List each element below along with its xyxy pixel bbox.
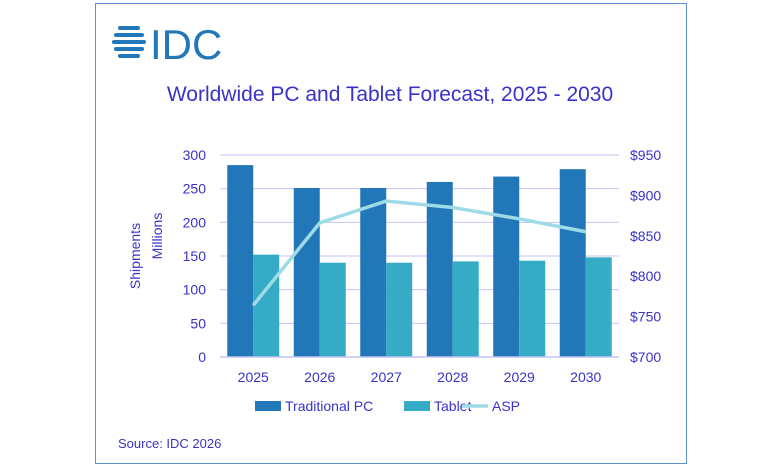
x-tick-label: 2025 [238, 369, 269, 385]
bar-traditional-pc [293, 187, 320, 357]
chart-frame [95, 3, 687, 464]
y-tick-label: 200 [183, 214, 207, 230]
y2-tick-label: $800 [630, 268, 661, 284]
y2-tick-label: $900 [630, 187, 661, 203]
source-note: Source: IDC 2026 [118, 436, 222, 451]
y2-tick-label: $750 [630, 309, 661, 325]
bar-tablet [452, 261, 479, 357]
y-tick-label: 0 [198, 349, 206, 365]
y-axis-label-line2: Millions [149, 213, 165, 260]
legend-label: Traditional PC [285, 398, 373, 414]
y2-tick-label: $700 [630, 349, 661, 365]
bar-tablet [519, 260, 546, 357]
idc-logo: IDC [112, 21, 222, 64]
bar-traditional-pc [426, 181, 453, 357]
y-tick-label: 250 [183, 181, 207, 197]
y-axis-label-line1: Shipments [127, 223, 143, 289]
x-tick-label: 2030 [570, 369, 601, 385]
x-tick-label: 2028 [437, 369, 468, 385]
bar-tablet [386, 262, 413, 357]
bar-traditional-pc [360, 187, 387, 357]
bar-traditional-pc [227, 165, 254, 357]
legend-swatch [404, 401, 430, 411]
chart-title: Worldwide PC and Tablet Forecast, 2025 -… [166, 83, 614, 106]
y2-tick-label: $850 [630, 228, 661, 244]
y2-tick-label: $950 [630, 147, 661, 163]
bar-traditional-pc [559, 169, 586, 357]
legend-swatch [255, 401, 281, 411]
x-tick-label: 2027 [371, 369, 402, 385]
bar-tablet [319, 262, 346, 357]
bar-tablet [253, 254, 280, 357]
y-tick-label: 100 [183, 282, 207, 298]
legend-label: Tablet [434, 398, 471, 414]
bar-traditional-pc [493, 176, 520, 357]
y-tick-label: 300 [183, 147, 207, 163]
line-asp [251, 199, 587, 307]
y-tick-label: 50 [190, 315, 206, 331]
logo-text: IDC [150, 21, 222, 64]
x-tick-label: 2026 [304, 369, 335, 385]
bar-tablet [585, 257, 612, 357]
x-tick-label: 2029 [504, 369, 535, 385]
y-tick-label: 150 [183, 248, 207, 264]
legend-label: ASP [492, 398, 520, 414]
